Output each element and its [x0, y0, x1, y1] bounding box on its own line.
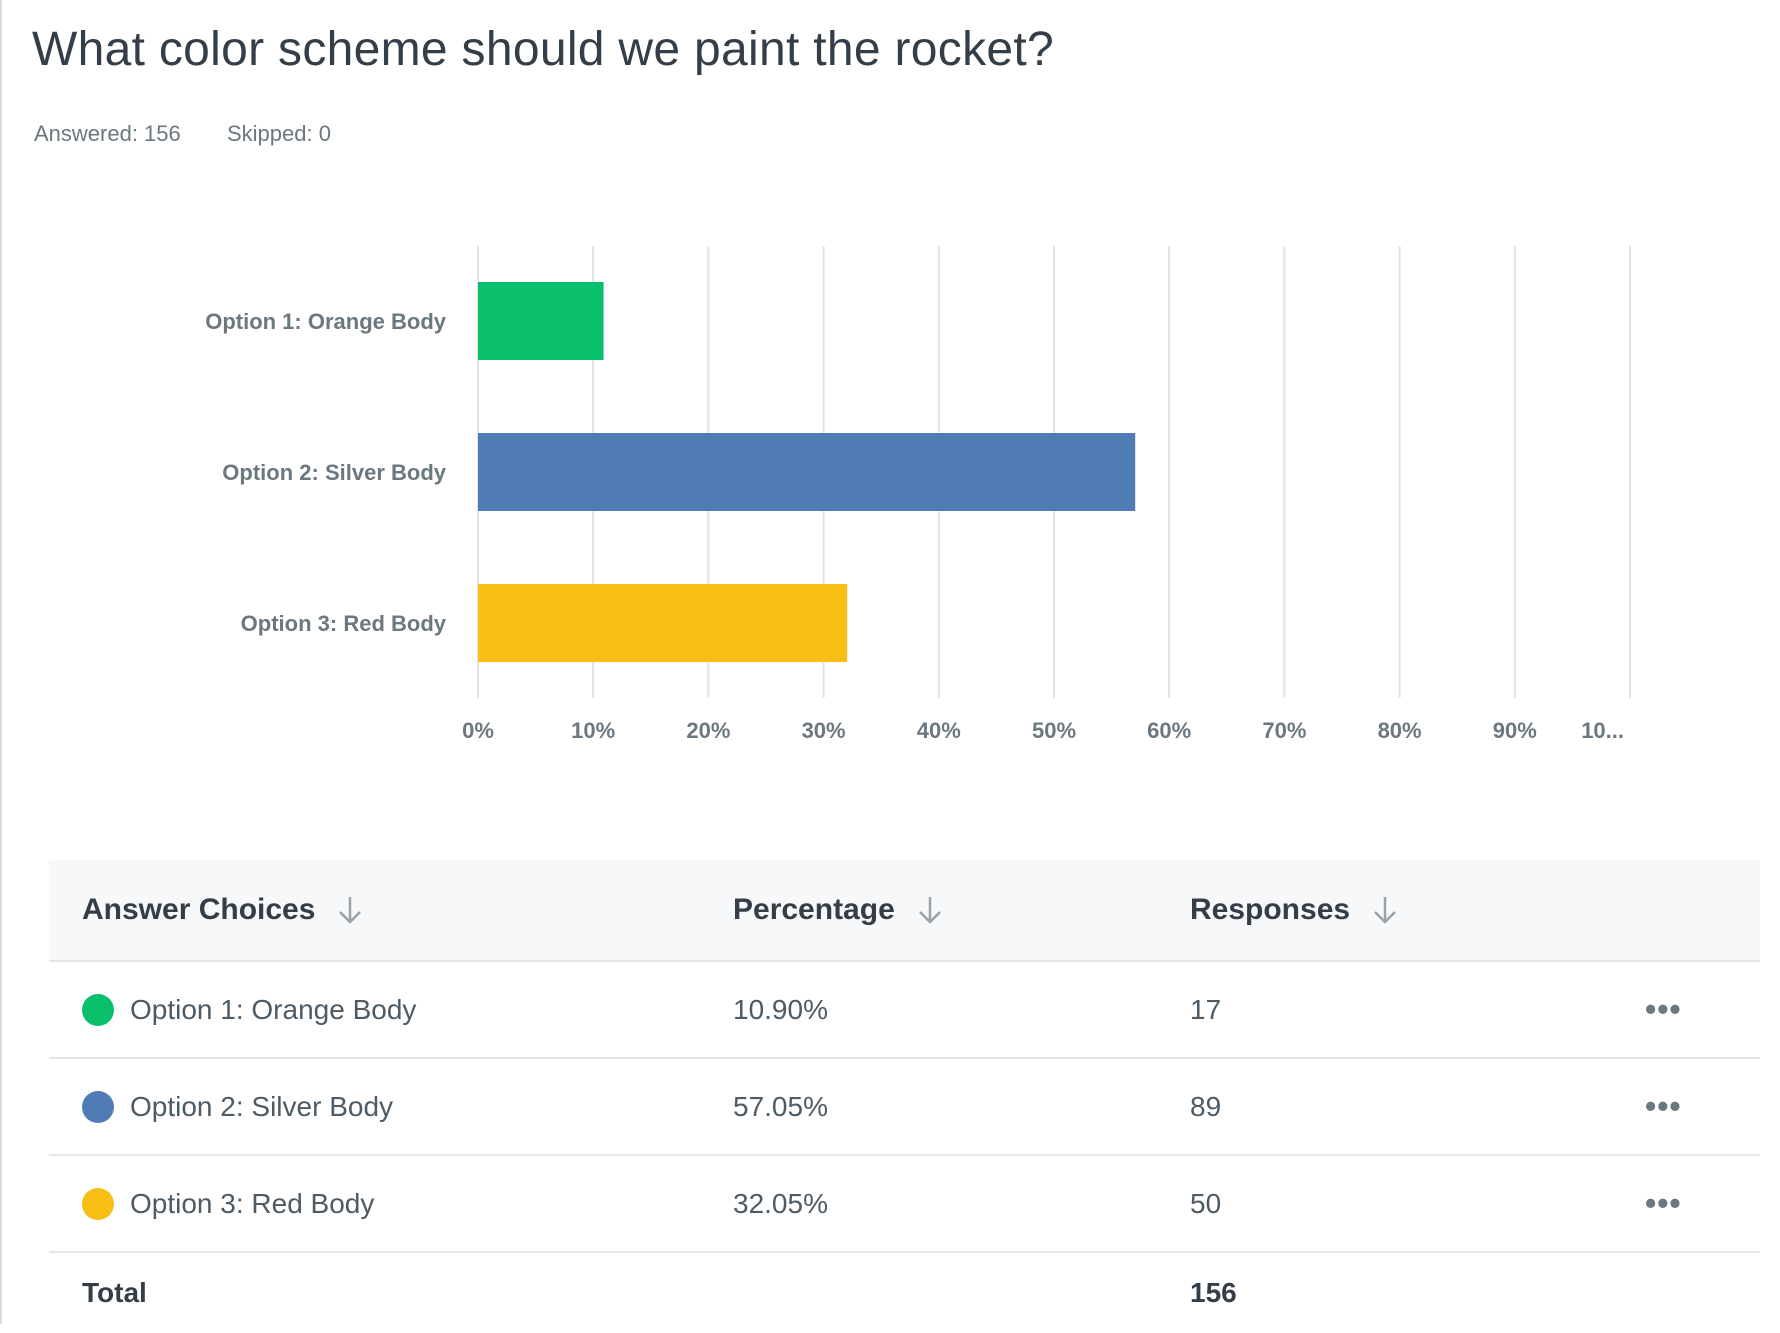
- x-tick-label: 10%: [571, 718, 615, 743]
- column-header-label: Responses: [1190, 893, 1351, 926]
- percentage-cell: 10.90%: [733, 993, 828, 1025]
- category-label: Option 1: Orange Body: [205, 309, 447, 334]
- answered-count: Answered: 156: [34, 121, 181, 146]
- color-dot-icon: [82, 993, 114, 1026]
- column-header-label: Percentage: [733, 893, 895, 926]
- arrow-down-icon[interactable]: [1372, 895, 1398, 925]
- column-header-percentage[interactable]: Percentage: [733, 860, 943, 960]
- results-table: Answer Choices Percentage Responses Opti…: [49, 860, 1760, 1333]
- bar-chart: 0% 10% 20% 30% 40% 50% 60% 70% 80% 90% 10... Option…: [205, 246, 1631, 743]
- x-tick-label: 0%: [462, 718, 494, 743]
- answer-choice-label: Option 3: Red Body: [130, 1187, 375, 1219]
- responses-cell: 17: [1190, 993, 1222, 1025]
- total-row: Total 156: [49, 1253, 1760, 1333]
- more-options-icon[interactable]: •••: [1645, 1088, 1682, 1124]
- table-row: Option 1: Orange Body 10.90% 17 •••: [49, 962, 1760, 1059]
- table-header-row: Answer Choices Percentage Responses: [49, 860, 1760, 962]
- more-options-icon[interactable]: •••: [1645, 991, 1682, 1027]
- x-tick-label: 30%: [802, 718, 846, 743]
- responses-cell: 89: [1190, 1090, 1222, 1122]
- x-tick-label: 80%: [1378, 718, 1422, 743]
- answer-choice-cell: Option 1: Orange Body: [82, 962, 416, 1057]
- bar[interactable]: [478, 584, 848, 662]
- panel-left-border: [0, 0, 2, 1324]
- more-options-icon[interactable]: •••: [1645, 1185, 1682, 1221]
- skipped-count: Skipped: 0: [227, 121, 331, 146]
- column-header-answer-choices[interactable]: Answer Choices: [82, 860, 363, 960]
- color-dot-icon: [82, 1187, 114, 1220]
- x-tick-label: 70%: [1262, 718, 1306, 743]
- percentage-cell: 57.05%: [733, 1090, 828, 1122]
- table-row: Option 2: Silver Body 57.05% 89 •••: [49, 1059, 1760, 1156]
- total-label: Total: [82, 1277, 147, 1308]
- x-tick-label: 20%: [686, 718, 730, 743]
- arrow-down-icon[interactable]: [337, 895, 363, 925]
- responses-cell: 50: [1190, 1187, 1222, 1219]
- category-label: Option 3: Red Body: [241, 611, 447, 636]
- color-dot-icon: [82, 1090, 114, 1123]
- answer-choice-label: Option 1: Orange Body: [130, 993, 417, 1025]
- total-responses: 156: [1190, 1277, 1237, 1308]
- category-label: Option 2: Silver Body: [222, 460, 446, 485]
- column-header-label: Answer Choices: [82, 893, 316, 926]
- x-tick-label: 90%: [1493, 718, 1537, 743]
- x-tick-label: 40%: [917, 718, 961, 743]
- column-header-responses[interactable]: Responses: [1190, 860, 1398, 960]
- answer-choice-cell: Option 3: Red Body: [82, 1156, 374, 1251]
- percentage-cell: 32.05%: [733, 1187, 828, 1219]
- x-tick-label: 60%: [1147, 718, 1191, 743]
- bar[interactable]: [478, 282, 604, 360]
- bar[interactable]: [478, 433, 1136, 511]
- question-title: What color scheme should we paint the ro…: [32, 23, 1055, 76]
- arrow-down-icon[interactable]: [917, 895, 943, 925]
- table-row: Option 3: Red Body 32.05% 50 •••: [49, 1156, 1760, 1253]
- answer-choice-label: Option 2: Silver Body: [130, 1090, 394, 1122]
- answer-choice-cell: Option 2: Silver Body: [82, 1059, 393, 1154]
- x-tick-label: 50%: [1032, 718, 1076, 743]
- x-tick-label: 10...: [1581, 718, 1624, 743]
